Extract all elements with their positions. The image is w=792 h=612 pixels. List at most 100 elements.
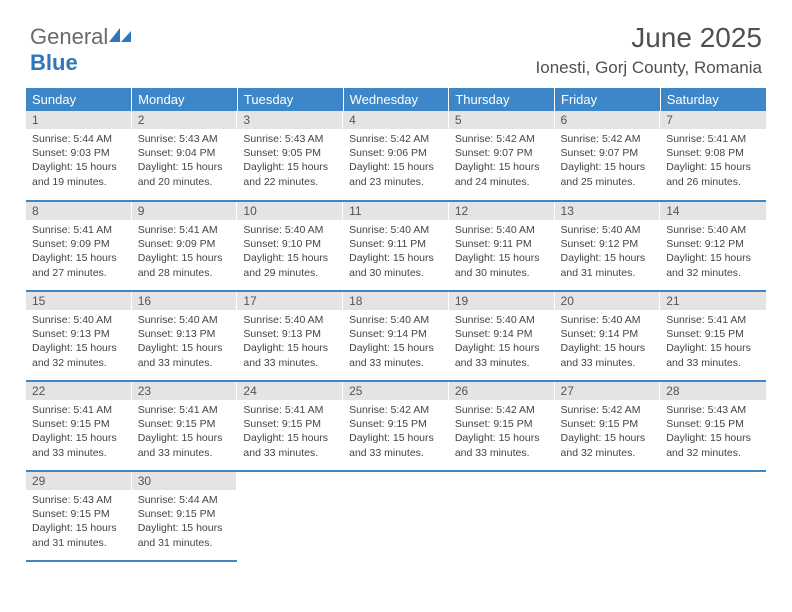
day-details: Sunrise: 5:40 AMSunset: 9:14 PMDaylight:… [449, 310, 555, 376]
calendar-cell: 28Sunrise: 5:43 AMSunset: 9:15 PMDayligh… [660, 381, 766, 471]
calendar-cell: 22Sunrise: 5:41 AMSunset: 9:15 PMDayligh… [26, 381, 132, 471]
calendar-cell: 25Sunrise: 5:42 AMSunset: 9:15 PMDayligh… [343, 381, 449, 471]
day-number: 9 [132, 202, 238, 220]
day-number: 21 [660, 292, 766, 310]
calendar-cell [449, 471, 555, 561]
day-number: 6 [555, 111, 661, 129]
day-number: 12 [449, 202, 555, 220]
day-number: 17 [237, 292, 343, 310]
logo: General Blue [30, 24, 131, 76]
day-number: 19 [449, 292, 555, 310]
calendar-cell [555, 471, 661, 561]
calendar-cell: 1Sunrise: 5:44 AMSunset: 9:03 PMDaylight… [26, 111, 132, 201]
column-header: Monday [132, 88, 238, 111]
day-number: 7 [660, 111, 766, 129]
day-details: Sunrise: 5:44 AMSunset: 9:03 PMDaylight:… [26, 129, 132, 195]
day-details: Sunrise: 5:40 AMSunset: 9:13 PMDaylight:… [237, 310, 343, 376]
day-number: 15 [26, 292, 132, 310]
page-subtitle: Ionesti, Gorj County, Romania [536, 58, 762, 78]
calendar-cell: 6Sunrise: 5:42 AMSunset: 9:07 PMDaylight… [555, 111, 661, 201]
calendar-table: SundayMondayTuesdayWednesdayThursdayFrid… [26, 88, 766, 562]
calendar-cell: 4Sunrise: 5:42 AMSunset: 9:06 PMDaylight… [343, 111, 449, 201]
day-number: 1 [26, 111, 132, 129]
day-details: Sunrise: 5:43 AMSunset: 9:15 PMDaylight:… [660, 400, 766, 466]
day-details: Sunrise: 5:40 AMSunset: 9:13 PMDaylight:… [132, 310, 238, 376]
calendar-cell: 29Sunrise: 5:43 AMSunset: 9:15 PMDayligh… [26, 471, 132, 561]
day-number: 27 [555, 382, 661, 400]
day-number: 10 [237, 202, 343, 220]
calendar-cell: 13Sunrise: 5:40 AMSunset: 9:12 PMDayligh… [555, 201, 661, 291]
calendar-cell: 24Sunrise: 5:41 AMSunset: 9:15 PMDayligh… [237, 381, 343, 471]
calendar-cell: 27Sunrise: 5:42 AMSunset: 9:15 PMDayligh… [555, 381, 661, 471]
day-number: 29 [26, 472, 132, 490]
calendar-cell: 30Sunrise: 5:44 AMSunset: 9:15 PMDayligh… [132, 471, 238, 561]
column-header: Tuesday [237, 88, 343, 111]
column-header: Sunday [26, 88, 132, 111]
day-details: Sunrise: 5:42 AMSunset: 9:07 PMDaylight:… [555, 129, 661, 195]
calendar-cell: 23Sunrise: 5:41 AMSunset: 9:15 PMDayligh… [132, 381, 238, 471]
day-number: 30 [132, 472, 238, 490]
column-header: Thursday [449, 88, 555, 111]
logo-sail-icon [109, 28, 131, 42]
day-number: 4 [343, 111, 449, 129]
calendar-week-row: 1Sunrise: 5:44 AMSunset: 9:03 PMDaylight… [26, 111, 766, 201]
calendar-cell: 14Sunrise: 5:40 AMSunset: 9:12 PMDayligh… [660, 201, 766, 291]
day-number: 22 [26, 382, 132, 400]
day-number: 23 [132, 382, 238, 400]
day-details: Sunrise: 5:43 AMSunset: 9:05 PMDaylight:… [237, 129, 343, 195]
day-details: Sunrise: 5:40 AMSunset: 9:12 PMDaylight:… [660, 220, 766, 286]
calendar-cell: 26Sunrise: 5:42 AMSunset: 9:15 PMDayligh… [449, 381, 555, 471]
calendar-cell [660, 471, 766, 561]
day-details: Sunrise: 5:42 AMSunset: 9:07 PMDaylight:… [449, 129, 555, 195]
day-details: Sunrise: 5:40 AMSunset: 9:14 PMDaylight:… [555, 310, 661, 376]
day-number: 8 [26, 202, 132, 220]
calendar-cell: 20Sunrise: 5:40 AMSunset: 9:14 PMDayligh… [555, 291, 661, 381]
day-number: 26 [449, 382, 555, 400]
day-details: Sunrise: 5:41 AMSunset: 9:09 PMDaylight:… [132, 220, 238, 286]
calendar-cell: 9Sunrise: 5:41 AMSunset: 9:09 PMDaylight… [132, 201, 238, 291]
calendar-cell: 2Sunrise: 5:43 AMSunset: 9:04 PMDaylight… [132, 111, 238, 201]
day-details: Sunrise: 5:43 AMSunset: 9:04 PMDaylight:… [132, 129, 238, 195]
calendar-cell [237, 471, 343, 561]
day-details: Sunrise: 5:41 AMSunset: 9:15 PMDaylight:… [237, 400, 343, 466]
day-number: 25 [343, 382, 449, 400]
calendar-week-row: 15Sunrise: 5:40 AMSunset: 9:13 PMDayligh… [26, 291, 766, 381]
day-number: 20 [555, 292, 661, 310]
calendar-cell: 3Sunrise: 5:43 AMSunset: 9:05 PMDaylight… [237, 111, 343, 201]
calendar-cell: 7Sunrise: 5:41 AMSunset: 9:08 PMDaylight… [660, 111, 766, 201]
calendar-cell: 10Sunrise: 5:40 AMSunset: 9:10 PMDayligh… [237, 201, 343, 291]
day-details: Sunrise: 5:41 AMSunset: 9:15 PMDaylight:… [660, 310, 766, 376]
calendar-cell: 5Sunrise: 5:42 AMSunset: 9:07 PMDaylight… [449, 111, 555, 201]
day-details: Sunrise: 5:42 AMSunset: 9:06 PMDaylight:… [343, 129, 449, 195]
day-details: Sunrise: 5:43 AMSunset: 9:15 PMDaylight:… [26, 490, 132, 556]
calendar-week-row: 22Sunrise: 5:41 AMSunset: 9:15 PMDayligh… [26, 381, 766, 471]
calendar-cell: 19Sunrise: 5:40 AMSunset: 9:14 PMDayligh… [449, 291, 555, 381]
day-details: Sunrise: 5:42 AMSunset: 9:15 PMDaylight:… [343, 400, 449, 466]
day-details: Sunrise: 5:42 AMSunset: 9:15 PMDaylight:… [449, 400, 555, 466]
column-header: Wednesday [343, 88, 449, 111]
day-number: 14 [660, 202, 766, 220]
logo-text-general: General [30, 24, 108, 49]
calendar-cell: 17Sunrise: 5:40 AMSunset: 9:13 PMDayligh… [237, 291, 343, 381]
day-details: Sunrise: 5:40 AMSunset: 9:10 PMDaylight:… [237, 220, 343, 286]
day-details: Sunrise: 5:44 AMSunset: 9:15 PMDaylight:… [132, 490, 238, 556]
day-details: Sunrise: 5:40 AMSunset: 9:14 PMDaylight:… [343, 310, 449, 376]
calendar-cell: 15Sunrise: 5:40 AMSunset: 9:13 PMDayligh… [26, 291, 132, 381]
day-details: Sunrise: 5:40 AMSunset: 9:12 PMDaylight:… [555, 220, 661, 286]
day-details: Sunrise: 5:41 AMSunset: 9:08 PMDaylight:… [660, 129, 766, 195]
day-details: Sunrise: 5:40 AMSunset: 9:11 PMDaylight:… [343, 220, 449, 286]
day-details: Sunrise: 5:40 AMSunset: 9:13 PMDaylight:… [26, 310, 132, 376]
calendar-header-row: SundayMondayTuesdayWednesdayThursdayFrid… [26, 88, 766, 111]
calendar-body: 1Sunrise: 5:44 AMSunset: 9:03 PMDaylight… [26, 111, 766, 561]
day-number: 28 [660, 382, 766, 400]
day-number: 3 [237, 111, 343, 129]
day-number: 2 [132, 111, 238, 129]
day-number: 18 [343, 292, 449, 310]
calendar-cell: 8Sunrise: 5:41 AMSunset: 9:09 PMDaylight… [26, 201, 132, 291]
day-details: Sunrise: 5:41 AMSunset: 9:15 PMDaylight:… [26, 400, 132, 466]
column-header: Friday [555, 88, 661, 111]
column-header: Saturday [660, 88, 766, 111]
calendar-cell [343, 471, 449, 561]
day-number: 13 [555, 202, 661, 220]
calendar-cell: 16Sunrise: 5:40 AMSunset: 9:13 PMDayligh… [132, 291, 238, 381]
